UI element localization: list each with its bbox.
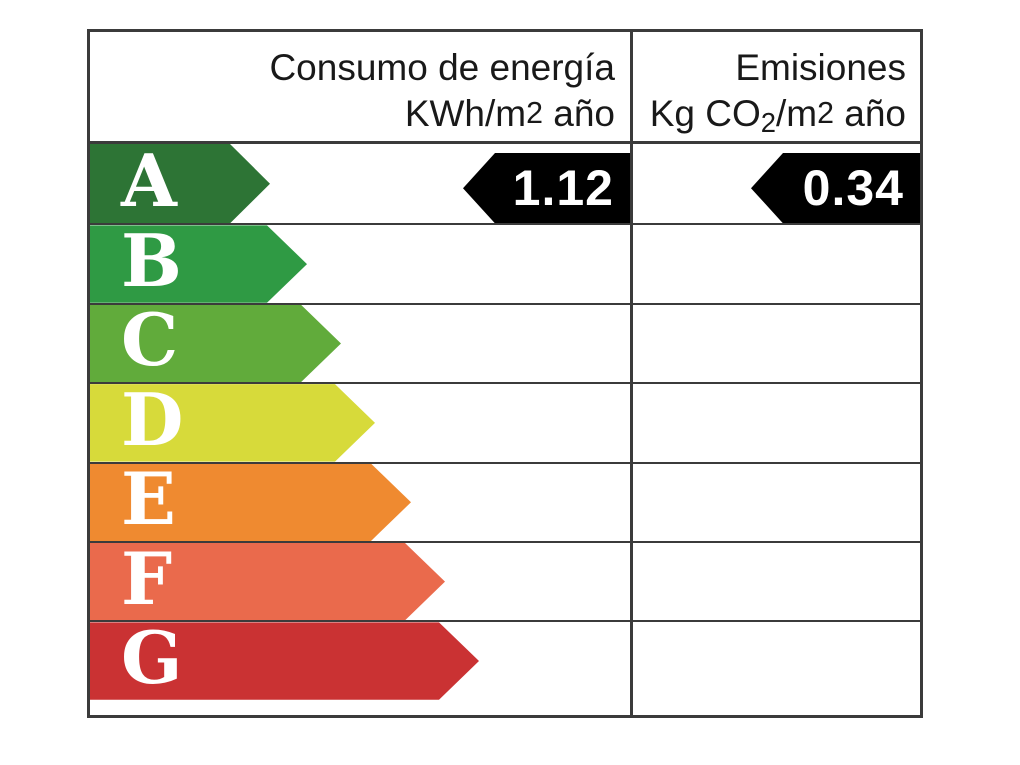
grade-arrow: F xyxy=(90,543,445,620)
grade-letter: F xyxy=(121,535,173,621)
grade-arrow: B xyxy=(90,225,307,302)
rating-row: B xyxy=(90,223,920,302)
grade-arrow: G xyxy=(90,622,479,699)
rating-row: D xyxy=(90,382,920,461)
header-emisiones: Emisiones Kg CO2/m2 año xyxy=(630,32,920,141)
rating-row: F xyxy=(90,540,920,620)
rating-row: E xyxy=(90,461,920,541)
header-consumo: Consumo de energía KWh/m2 año xyxy=(90,32,630,141)
rating-row: A 1.12 0.34 xyxy=(90,144,920,224)
table-header: Consumo de energía KWh/m2 año Emisiones … xyxy=(90,32,920,144)
consumo-value: 1.12 xyxy=(512,160,614,217)
header-emisiones-line1: Emisiones xyxy=(735,47,906,88)
header-consumo-line1: Consumo de energía xyxy=(269,47,615,88)
header-consumo-line2: KWh/m2 año xyxy=(404,93,615,134)
grade-letter: E xyxy=(121,456,176,542)
rating-row: G xyxy=(90,620,920,699)
rating-row: C xyxy=(90,302,920,382)
rating-table: Consumo de energía KWh/m2 año Emisiones … xyxy=(87,29,923,718)
rating-rows: A 1.12 0.34 B C D E xyxy=(90,144,920,700)
grade-arrow: A xyxy=(90,144,270,223)
grade-letter: C xyxy=(121,297,179,383)
grade-letter: B xyxy=(121,218,182,304)
grade-letter: A xyxy=(121,137,177,223)
grade-arrow: D xyxy=(90,384,375,461)
column-divider xyxy=(630,32,633,715)
grade-arrow: C xyxy=(90,305,341,382)
emisiones-value-arrow: 0.34 xyxy=(751,153,920,224)
grade-letter: D xyxy=(121,376,184,462)
grade-letter: G xyxy=(121,615,183,701)
consumo-value-arrow: 1.12 xyxy=(463,153,630,224)
header-emisiones-line2: Kg CO2/m2 año xyxy=(649,93,906,138)
emisiones-value: 0.34 xyxy=(802,160,904,217)
grade-arrow: E xyxy=(90,464,411,541)
